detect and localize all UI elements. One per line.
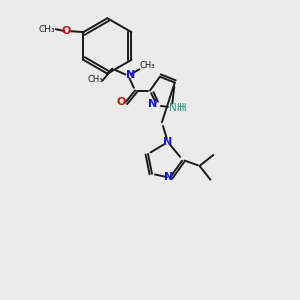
Text: CH₃: CH₃: [38, 25, 55, 34]
Text: CH₃: CH₃: [88, 75, 103, 84]
Text: N: N: [148, 99, 158, 110]
Text: NH: NH: [169, 103, 184, 113]
Text: CH₃: CH₃: [139, 61, 155, 70]
Text: H: H: [179, 103, 187, 113]
Text: N: N: [164, 172, 173, 182]
Text: O: O: [62, 26, 71, 36]
Text: O: O: [117, 98, 126, 107]
Text: N: N: [126, 70, 135, 80]
Text: N: N: [163, 137, 172, 147]
